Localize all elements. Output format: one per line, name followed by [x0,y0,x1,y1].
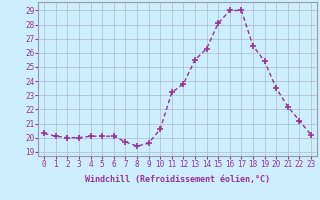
X-axis label: Windchill (Refroidissement éolien,°C): Windchill (Refroidissement éolien,°C) [85,175,270,184]
